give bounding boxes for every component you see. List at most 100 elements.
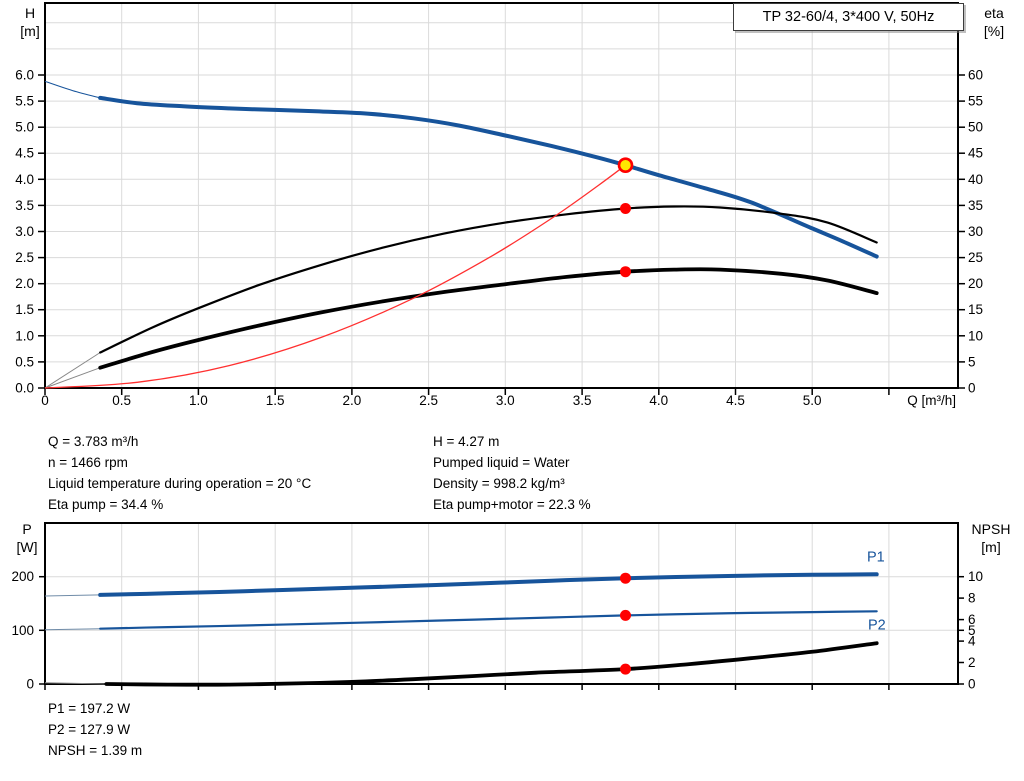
series-pump_curve [44,80,879,259]
series-eta_pump [44,205,878,389]
npsh-operating-dot [620,663,631,675]
y-left-tick-label: 3.5 [15,198,34,213]
pump-title: TP 32-60/4, 3*400 V, 50Hz [762,9,935,25]
eta-axis-label-line2: [%] [983,23,1005,39]
y-right-tick-label: 10 [968,569,983,584]
info-line-npsh: NPSH = 1.39 m [48,743,143,758]
npsh-axis-label-line1: NPSH [971,521,1011,537]
info-line-p1: P1 = 197.2 W [48,701,131,716]
y-left-tick-label: 2.0 [15,276,34,291]
axis-ticks [38,74,965,395]
y-left-tick-label: 5.5 [15,94,34,109]
series-pump_curve-lead [44,80,101,99]
y-left-tick-label: 3.0 [15,224,34,239]
pump-title-box: TP 32-60/4, 3*400 V, 50Hz [733,3,964,31]
y-left-tick-label: 4.5 [15,146,34,161]
series-eta_pump_motor-lead [44,367,101,389]
x-tick-label: 2.0 [343,393,362,408]
y-right-tick-label: 5 [968,623,976,638]
npsh-axis-label: NPSH [m] [960,520,1022,556]
y-right-tick-label: 45 [968,146,983,161]
y-right-tick-label: 6 [968,612,976,627]
info-line-h: H = 4.27 m [433,434,500,449]
eta-pump-operating-dot [620,203,631,214]
y-right-tick-label: 60 [968,68,983,83]
y-left-tick-label: 5.0 [15,120,34,135]
y-left-tick-label: 2.5 [15,250,34,265]
info-line-eta-pump: Eta pump = 34.4 % [48,497,164,512]
h-axis-label-line2: [m] [20,23,40,39]
series-p2-lead [44,628,101,631]
p-axis-label: P [W] [5,520,49,556]
y-right-tick-label: 50 [968,120,983,135]
gridlines [45,523,958,684]
series-p2-curve [99,610,878,630]
y-left-tick-label: 0.5 [15,354,34,369]
p-axis-label-line1: P [22,521,32,537]
eta-pump-motor-operating-dot [620,266,631,278]
series-eta_pump_motor [44,267,879,389]
y-right-tick-label: 0 [968,677,976,692]
series-npsh-curve [104,641,879,687]
eta-axis-label-line1: eta [984,5,1004,21]
x-tick-label: 3.0 [496,393,515,408]
y-left-tick-label: 1.5 [15,302,34,317]
info-line-eta-pump-motor: Eta pump+motor = 22.3 % [433,497,591,512]
x-tick-label: 0.5 [112,393,131,408]
y-right-tick-label: 40 [968,172,983,187]
p1-operating-dot [620,572,631,584]
y-right-tick-label: 30 [968,224,983,239]
y-right-tick-label: 55 [968,94,983,109]
series-p1 [44,572,879,597]
series-npsh [44,641,879,687]
duty-info-left: Q = 3.783 m³/h n = 1466 rpm Liquid tempe… [48,431,311,515]
y-right-tick-label: 4 [968,634,976,649]
y-right-tick-label: 15 [968,302,983,317]
series-eta_pump_motor-curve [98,267,879,370]
info-line-pumped-liquid: Pumped liquid = Water [433,455,570,470]
y-right-tick-label: 20 [968,276,983,291]
y-left-tick-label: 0.0 [15,381,34,396]
plot-border [44,2,959,389]
y-left-tick-label: 1.0 [15,328,34,343]
plot-border [44,522,959,685]
series-label-p1: P1 [867,549,885,565]
y-right-tick-label: 2 [968,655,976,670]
gridlines [45,3,958,388]
x-axis-unit-label: Q [m³/h] [907,393,956,408]
y-left-tick-label: 0 [26,677,34,692]
series-p1-curve [98,572,879,597]
y-right-tick-label: 35 [968,198,983,213]
eta-axis-label: eta [%] [966,4,1022,40]
series-p1-lead [44,594,101,597]
x-tick-label: 0 [41,393,49,408]
x-tick-label: 3.5 [573,393,592,408]
chart-hq: 0 0.5 1.0 1.5 2.0 2.5 3.0 3.5 4.0 4.5 5.0 Q [m³/h] 0… [15,2,983,408]
duty-info-right: H = 4.27 m Pumped liquid = Water Density… [433,431,591,515]
series-npsh-lead [44,682,107,685]
x-tick-label: 2.5 [419,393,438,408]
x-tick-label: 4.0 [649,393,668,408]
y-right-tick-label: 8 [968,591,976,606]
npsh-axis-label-line2: [m] [981,539,1001,555]
h-axis-label: H [m] [5,4,55,40]
info-line-density: Density = 998.2 kg/m³ [433,476,565,491]
y-right-tick-label: 25 [968,250,983,265]
p2-operating-dot [620,609,631,621]
y-left-tick-label: 200 [11,569,34,584]
h-axis-label-line1: H [24,5,36,21]
series-label-p2: P2 [868,617,886,633]
chart-pn: 0 100 200 0 2 456 8 10 P1 P2 [11,522,983,692]
duty-point-marker [617,157,634,173]
p-axis-label-line2: [W] [16,539,38,555]
x-tick-label: 1.5 [266,393,285,408]
series-system_curve-curve [44,164,626,389]
series-p2 [44,610,878,631]
info-line-q: Q = 3.783 m³/h [48,434,139,449]
x-tick-label: 1.0 [189,393,208,408]
y-left-tick-label: 100 [11,623,34,638]
info-line-speed: n = 1466 rpm [48,455,128,470]
y-right-tick-label: 10 [968,328,983,343]
